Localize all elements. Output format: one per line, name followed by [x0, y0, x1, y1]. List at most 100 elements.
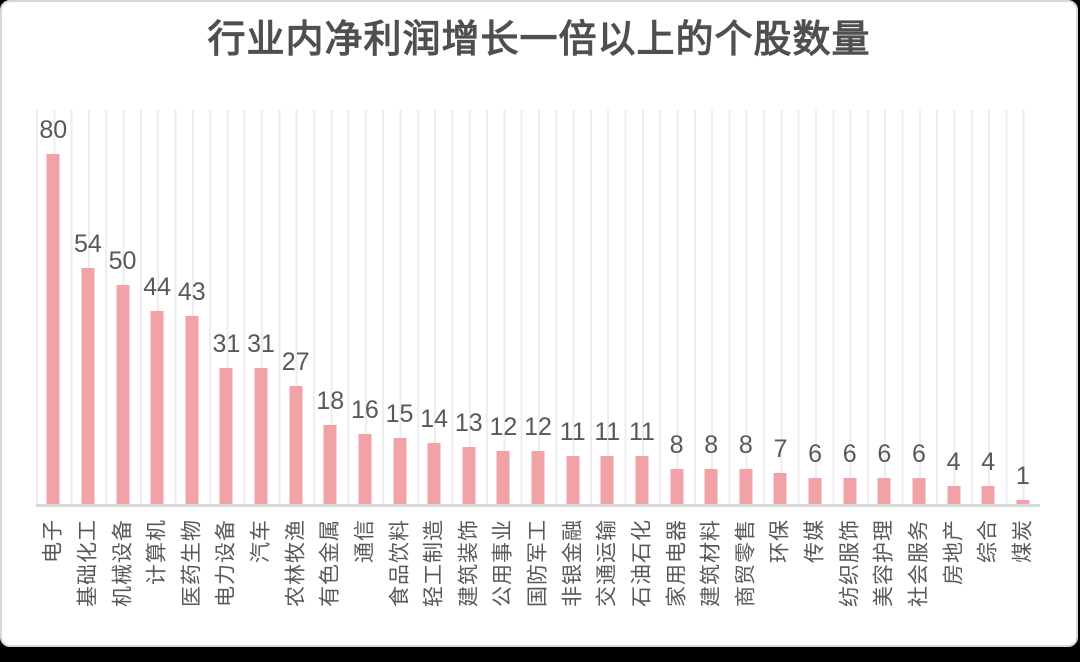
bar [46, 154, 60, 504]
bar-value-label: 8 [704, 431, 719, 459]
category-label: 纺织服饰 [838, 519, 862, 607]
bar-column: 80 [36, 110, 71, 504]
bar [670, 469, 684, 504]
category-label: 环保 [768, 519, 792, 563]
bar-value-label: 11 [594, 418, 621, 446]
bar-column: 1 [1006, 110, 1041, 504]
bar-value-label: 16 [351, 396, 379, 424]
bar-value-label: 6 [911, 440, 926, 468]
bar-column: 6 [832, 110, 867, 504]
bar-column: 11 [555, 110, 590, 504]
category-label: 基础化工 [76, 519, 100, 607]
bar [462, 447, 476, 504]
bar-column: 8 [659, 110, 694, 504]
bar-value-label: 18 [316, 387, 345, 415]
bar [773, 473, 787, 504]
bar-column: 54 [71, 110, 106, 504]
category-label: 商贸零售 [734, 519, 758, 607]
category-label: 美容护理 [872, 519, 896, 607]
bar-column: 16 [348, 110, 383, 504]
bar-column: 14 [417, 110, 452, 504]
bar-value-label: 13 [454, 409, 483, 437]
category-label: 电力设备 [214, 519, 238, 607]
category-label: 计算机 [145, 519, 169, 585]
bar-value-label: 12 [489, 413, 518, 441]
category-label: 汽车 [249, 519, 273, 563]
bar [323, 425, 337, 504]
chart-title: 行业内净利润增长一倍以上的个股数量 [207, 19, 871, 61]
bar-value-label: 6 [877, 440, 892, 468]
bar-value-label: 80 [39, 116, 68, 144]
category-label: 有色金属 [318, 519, 342, 607]
bar-column: 13 [452, 110, 487, 504]
bar [254, 368, 268, 504]
category-label: 交通运输 [595, 519, 619, 607]
bar-column: 43 [175, 110, 210, 504]
bar [704, 469, 718, 504]
category-label: 轻工制造 [422, 519, 446, 607]
category-label: 综合 [976, 519, 1000, 563]
category-label: 非银金融 [561, 519, 585, 607]
bar [566, 456, 580, 504]
bar [81, 268, 95, 504]
category-label: 农林牧渔 [284, 519, 308, 607]
bar [393, 438, 407, 504]
bar-column: 50 [105, 110, 140, 504]
bar [185, 316, 199, 504]
category-label: 食品饮料 [388, 519, 412, 607]
category-label: 家用电器 [665, 519, 689, 607]
bar [843, 478, 857, 504]
bar-value-label: 1 [1015, 462, 1030, 490]
bar-column: 15 [382, 110, 417, 504]
bar [981, 486, 995, 504]
bar-value-label: 31 [212, 330, 241, 358]
bar-column: 18 [313, 110, 348, 504]
chart-card: 行业内净利润增长一倍以上的个股数量 80 54 50 44 43 31 31 27 18 16 15… [0, 0, 1078, 647]
bar-value-label: 43 [177, 278, 206, 306]
bar-column: 4 [936, 110, 971, 504]
category-label: 石油石化 [630, 519, 654, 607]
bar-value-label: 8 [669, 431, 684, 459]
bar-value-label: 54 [74, 230, 102, 258]
category-label: 电子 [41, 519, 65, 563]
bar-column: 6 [902, 110, 937, 504]
bar-column: 11 [590, 110, 625, 504]
bar [912, 478, 926, 504]
bar-column: 8 [729, 110, 764, 504]
bar-value-label: 14 [420, 405, 449, 433]
x-axis-category-labels: 电子 基础化工 机械设备 计算机 医药生物 电力设备 汽车 农林牧渔 有色金属 通信 食品饮料 轻工制… [36, 507, 1040, 649]
bar-value-label: 15 [385, 400, 414, 428]
bar-value-label: 4 [946, 448, 961, 476]
category-label: 通信 [353, 519, 377, 563]
bar-value-label: 8 [738, 431, 753, 459]
category-label: 建筑材料 [699, 519, 723, 607]
bar-value-label: 31 [247, 330, 275, 358]
bar [1016, 500, 1030, 504]
category-label: 国防军工 [526, 519, 550, 607]
bar [739, 469, 753, 504]
bar-value-label: 7 [773, 435, 788, 463]
bar [427, 443, 441, 504]
bar-column: 6 [867, 110, 902, 504]
bar-value-label: 6 [808, 440, 823, 468]
category-label: 机械设备 [111, 519, 135, 607]
category-label: 公用事业 [491, 519, 515, 607]
bar [116, 285, 130, 504]
bar [600, 456, 614, 504]
bar-column: 4 [971, 110, 1006, 504]
bar-value-label: 4 [981, 448, 996, 476]
category-label: 医药生物 [180, 519, 204, 607]
bar-column: 11 [625, 110, 660, 504]
bar-value-label: 12 [524, 413, 552, 441]
bar [150, 311, 164, 504]
bar-column: 31 [209, 110, 244, 504]
bar-column: 8 [694, 110, 729, 504]
bar-column: 27 [278, 110, 313, 504]
bar-chart-plot-area: 80 54 50 44 43 31 31 27 18 16 15 14 13 12 12 11 11 11 8 8 8 7… [36, 110, 1040, 507]
bar [358, 434, 372, 504]
category-label: 传媒 [803, 519, 827, 563]
bar-column: 6 [798, 110, 833, 504]
bar-value-label: 44 [143, 273, 172, 301]
bar [635, 456, 649, 504]
category-label: 房地产 [942, 519, 966, 585]
